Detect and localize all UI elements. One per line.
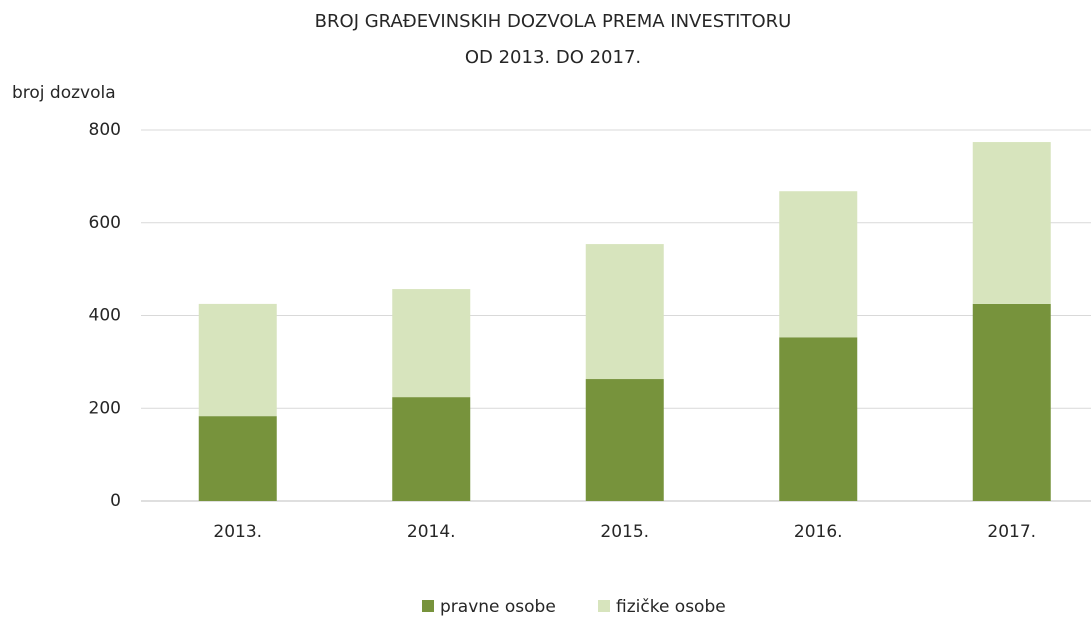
bar-segment [392, 397, 471, 501]
bar-segment [585, 379, 664, 501]
bar-segment [585, 244, 664, 380]
y-tick-label: 400 [89, 306, 121, 326]
legend-label: fizičke osobe [616, 597, 726, 617]
bar-segment [198, 416, 277, 501]
chart-title: BROJ GRAĐEVINSKIH DOZVOLA PREMA INVESTIT… [315, 11, 792, 32]
y-tick-label: 0 [110, 491, 121, 511]
y-axis-label: broj dozvola [12, 83, 116, 103]
x-tick-label: 2017. [987, 522, 1036, 542]
x-tick-label: 2016. [794, 522, 843, 542]
y-tick-label: 200 [89, 398, 121, 418]
bar-segment [972, 142, 1051, 304]
x-tick-label: 2015. [600, 522, 649, 542]
x-tick-label: 2013. [213, 522, 262, 542]
bar-segment [972, 303, 1051, 501]
bar-segment [392, 289, 471, 398]
chart-title: OD 2013. DO 2017. [465, 47, 641, 68]
legend-label: pravne osobe [440, 597, 556, 617]
legend-swatch [422, 600, 434, 612]
y-tick-label: 600 [89, 213, 121, 233]
bar-segment [779, 337, 858, 501]
y-tick-label: 800 [89, 120, 121, 140]
legend-swatch [598, 600, 610, 612]
bar-segment [779, 191, 858, 338]
x-tick-label: 2014. [407, 522, 456, 542]
bar-segment [198, 303, 277, 417]
